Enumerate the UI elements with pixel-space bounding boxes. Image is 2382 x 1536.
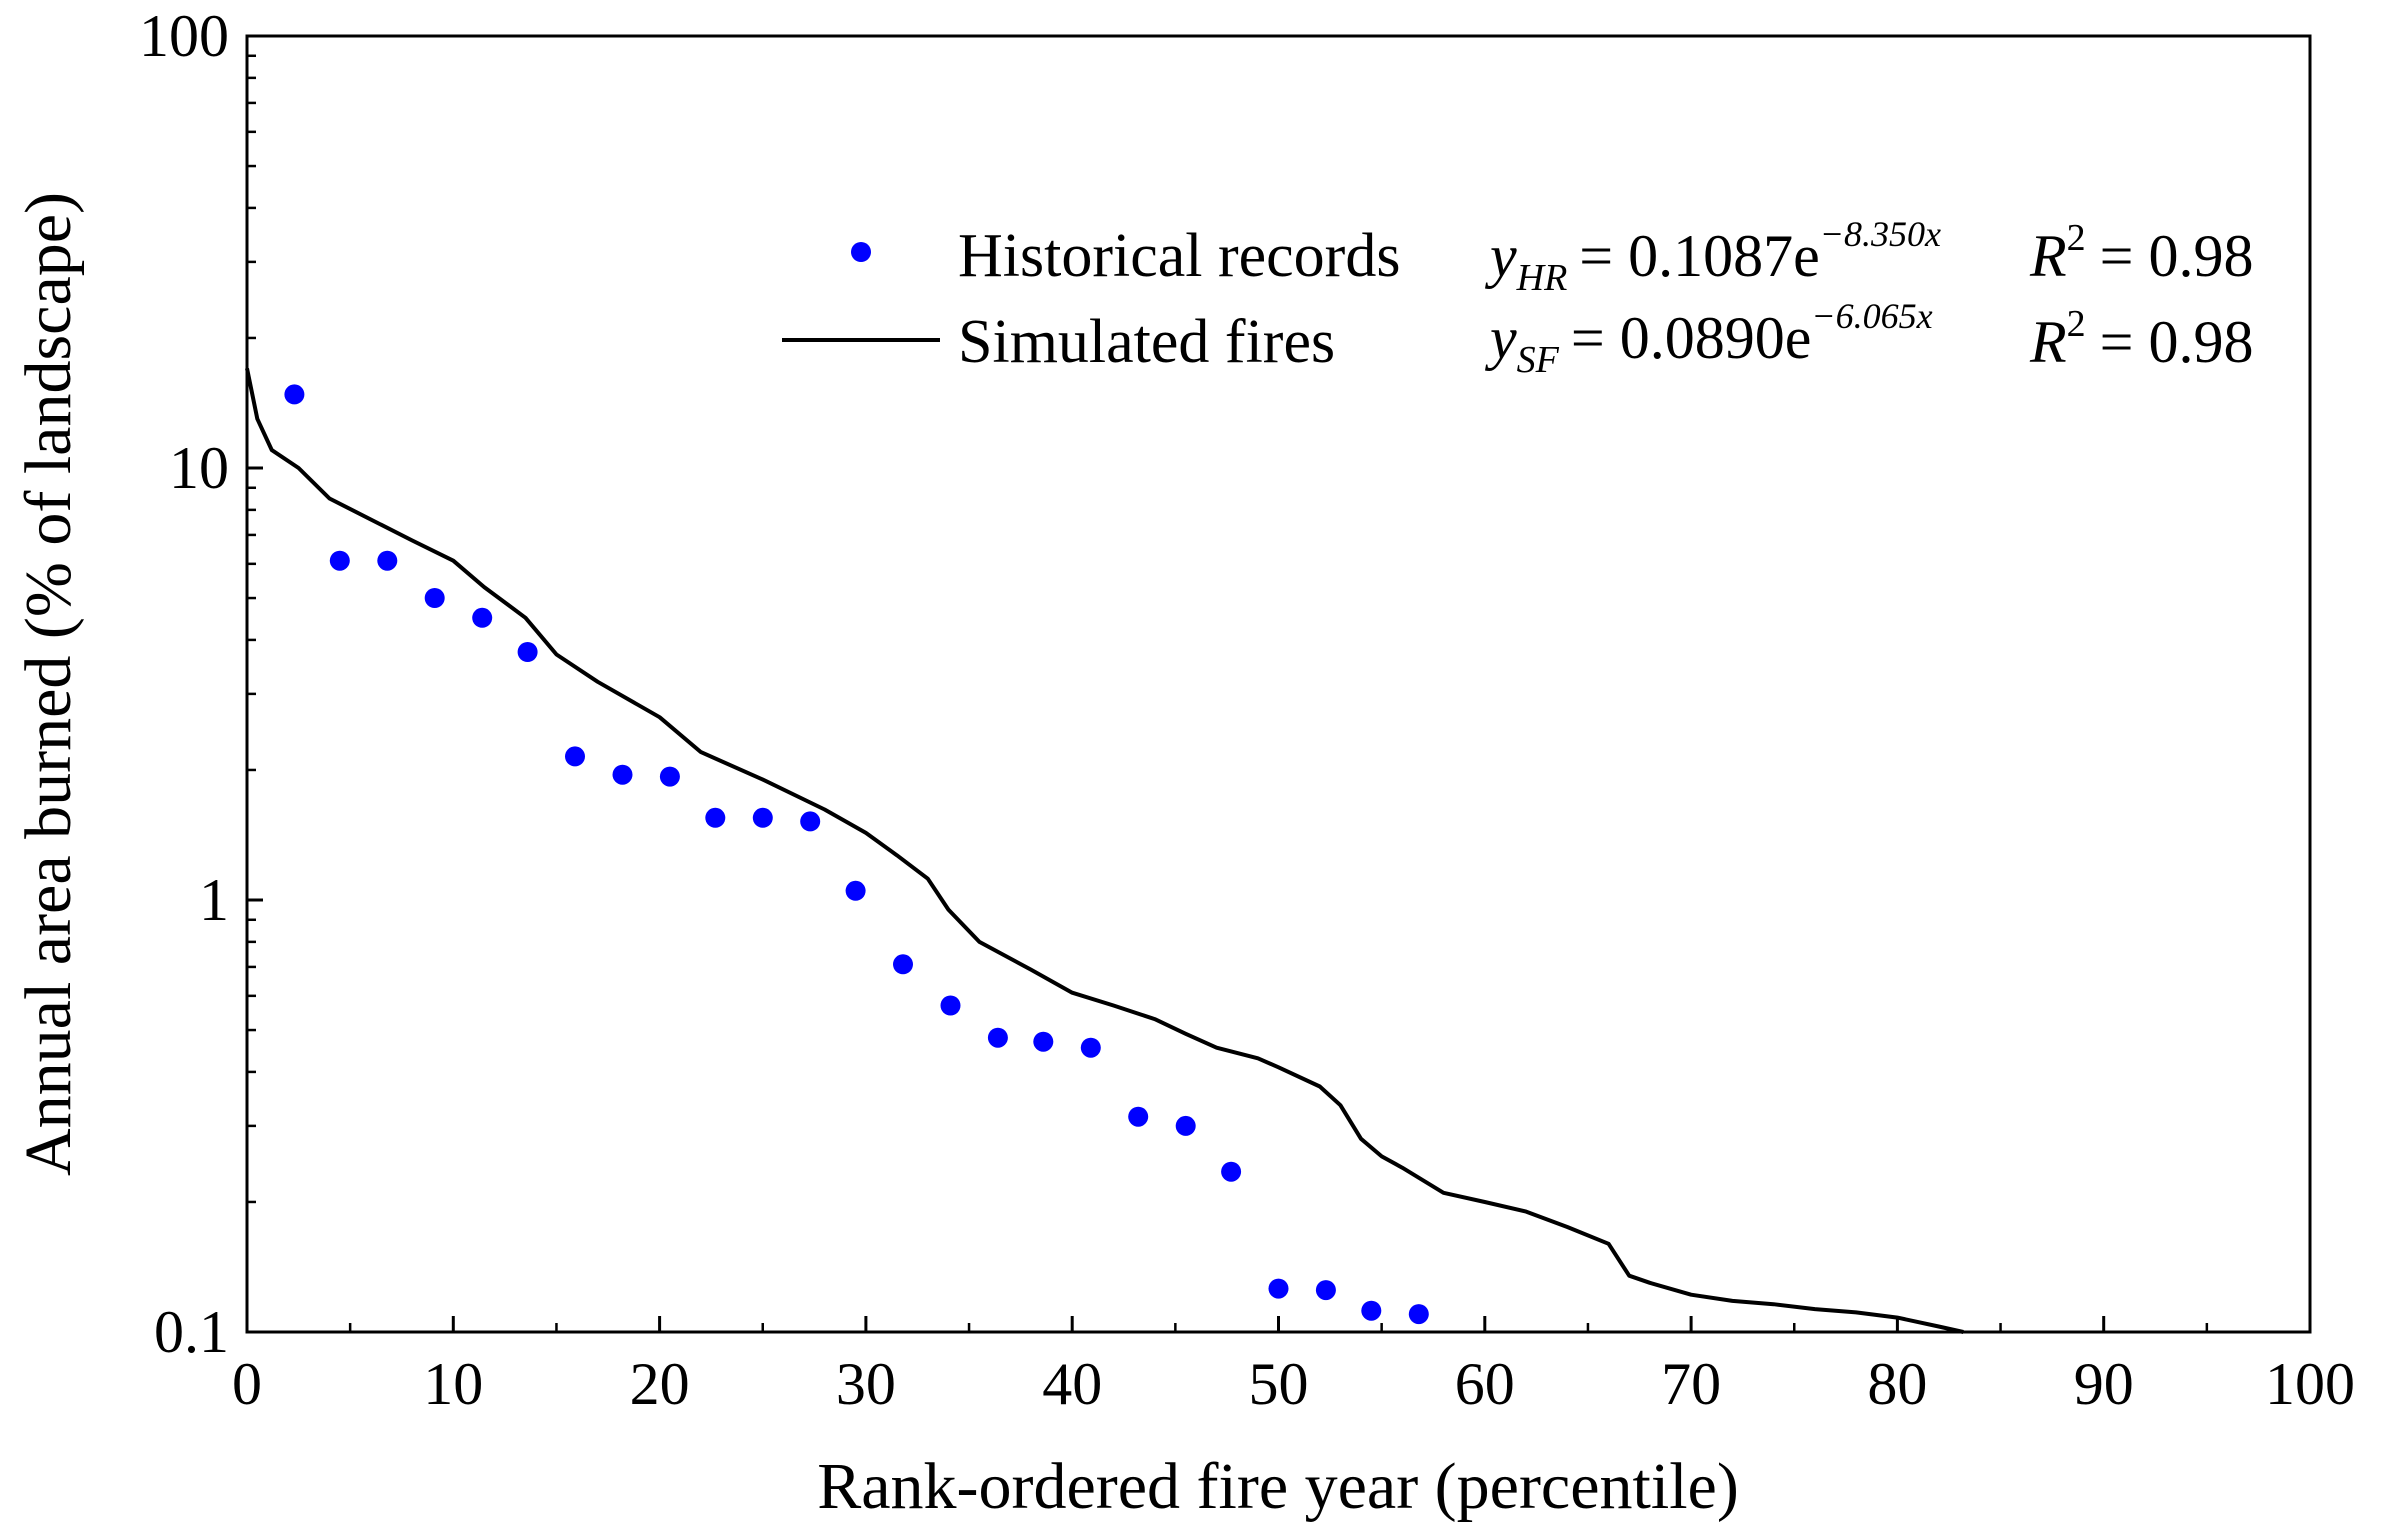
historical-point bbox=[800, 811, 821, 832]
x-tick-label: 100 bbox=[2265, 1351, 2355, 1417]
x-tick-label: 40 bbox=[1042, 1351, 1102, 1417]
historical-point bbox=[752, 807, 773, 828]
eq-hr-sub: HR bbox=[1516, 257, 1568, 299]
historical-points-layer bbox=[284, 384, 1429, 1325]
legend-marker-historical bbox=[851, 242, 871, 262]
y-tick-label: 0.1 bbox=[154, 1299, 229, 1365]
equation-simulated: ySF = 0.0890e−6.065x bbox=[1484, 296, 1933, 381]
eq-sf-y: y bbox=[1484, 305, 1517, 371]
r2-sf-label: R bbox=[2029, 309, 2067, 375]
historical-point bbox=[1221, 1161, 1242, 1182]
tick-layer: 0 10 20 30 40 50 60 70 80 90 100 0.1 1 10 100 bbox=[139, 3, 2355, 1417]
r2-simulated: R2 = 0.98 bbox=[2029, 303, 2254, 375]
historical-point bbox=[377, 550, 398, 571]
historical-point bbox=[940, 995, 961, 1016]
plot-frame bbox=[245, 34, 2312, 1334]
historical-point bbox=[329, 550, 350, 571]
r2-hr-value: = 0.98 bbox=[2100, 223, 2254, 289]
legend: Historical records Simulated fires yHR = … bbox=[782, 214, 2254, 381]
simulated-line-layer bbox=[245, 367, 1964, 1334]
eq-sf-exp: −6.065x bbox=[1811, 296, 1932, 336]
simulated-fires-line bbox=[245, 367, 1964, 1334]
historical-point bbox=[612, 764, 633, 785]
historical-point bbox=[659, 766, 680, 787]
legend-label-simulated: Simulated fires bbox=[958, 308, 1335, 376]
historical-point bbox=[284, 384, 305, 405]
historical-point bbox=[1408, 1304, 1429, 1325]
x-tick-label: 0 bbox=[232, 1351, 262, 1417]
y-tick-label: 10 bbox=[169, 435, 229, 501]
r2-hr-sup: 2 bbox=[2067, 217, 2086, 259]
y-tick-label: 100 bbox=[139, 3, 229, 69]
historical-point bbox=[565, 746, 585, 767]
historical-point bbox=[705, 807, 726, 828]
historical-point bbox=[424, 588, 445, 608]
x-tick-label: 50 bbox=[1249, 1351, 1309, 1417]
historical-point bbox=[1175, 1115, 1196, 1136]
r2-historical: R2 = 0.98 bbox=[2029, 217, 2254, 289]
x-tick-label: 60 bbox=[1455, 1351, 1515, 1417]
r2-hr-label: R bbox=[2029, 223, 2067, 289]
historical-point bbox=[1128, 1106, 1149, 1127]
y-tick-label: 1 bbox=[199, 867, 229, 933]
eq-hr-rhs: = 0.1087e bbox=[1579, 223, 1819, 289]
x-tick-label: 70 bbox=[1661, 1351, 1721, 1417]
r2-sf-sup: 2 bbox=[2067, 303, 2086, 345]
historical-point bbox=[1361, 1300, 1382, 1321]
historical-point bbox=[472, 607, 493, 628]
x-tick-label: 20 bbox=[630, 1351, 690, 1417]
y-axis-label: Annual area burned (% of landscape) bbox=[12, 192, 85, 1176]
historical-point bbox=[845, 880, 866, 901]
eq-sf-rhs: = 0.0890e bbox=[1571, 305, 1811, 371]
historical-point bbox=[1080, 1037, 1101, 1058]
historical-point bbox=[1033, 1031, 1054, 1052]
equation-historical: yHR = 0.1087e−8.350x bbox=[1484, 214, 1941, 299]
historical-point bbox=[893, 954, 913, 975]
eq-hr-y: y bbox=[1484, 223, 1517, 289]
eq-hr-exp: −8.350x bbox=[1820, 214, 1941, 254]
x-tick-label: 90 bbox=[2074, 1351, 2134, 1417]
historical-point bbox=[517, 642, 538, 662]
historical-point bbox=[1315, 1280, 1336, 1301]
x-tick-label: 80 bbox=[1867, 1351, 1927, 1417]
legend-label-historical: Historical records bbox=[958, 222, 1400, 290]
x-tick-label: 30 bbox=[836, 1351, 896, 1417]
eq-sf-sub: SF bbox=[1517, 339, 1560, 381]
r2-sf-value: = 0.98 bbox=[2100, 309, 2254, 375]
x-axis-label: Rank-ordered fire year (percentile) bbox=[817, 1450, 1739, 1523]
historical-point bbox=[1268, 1278, 1289, 1299]
x-tick-label: 10 bbox=[423, 1351, 483, 1417]
historical-point bbox=[987, 1027, 1008, 1048]
